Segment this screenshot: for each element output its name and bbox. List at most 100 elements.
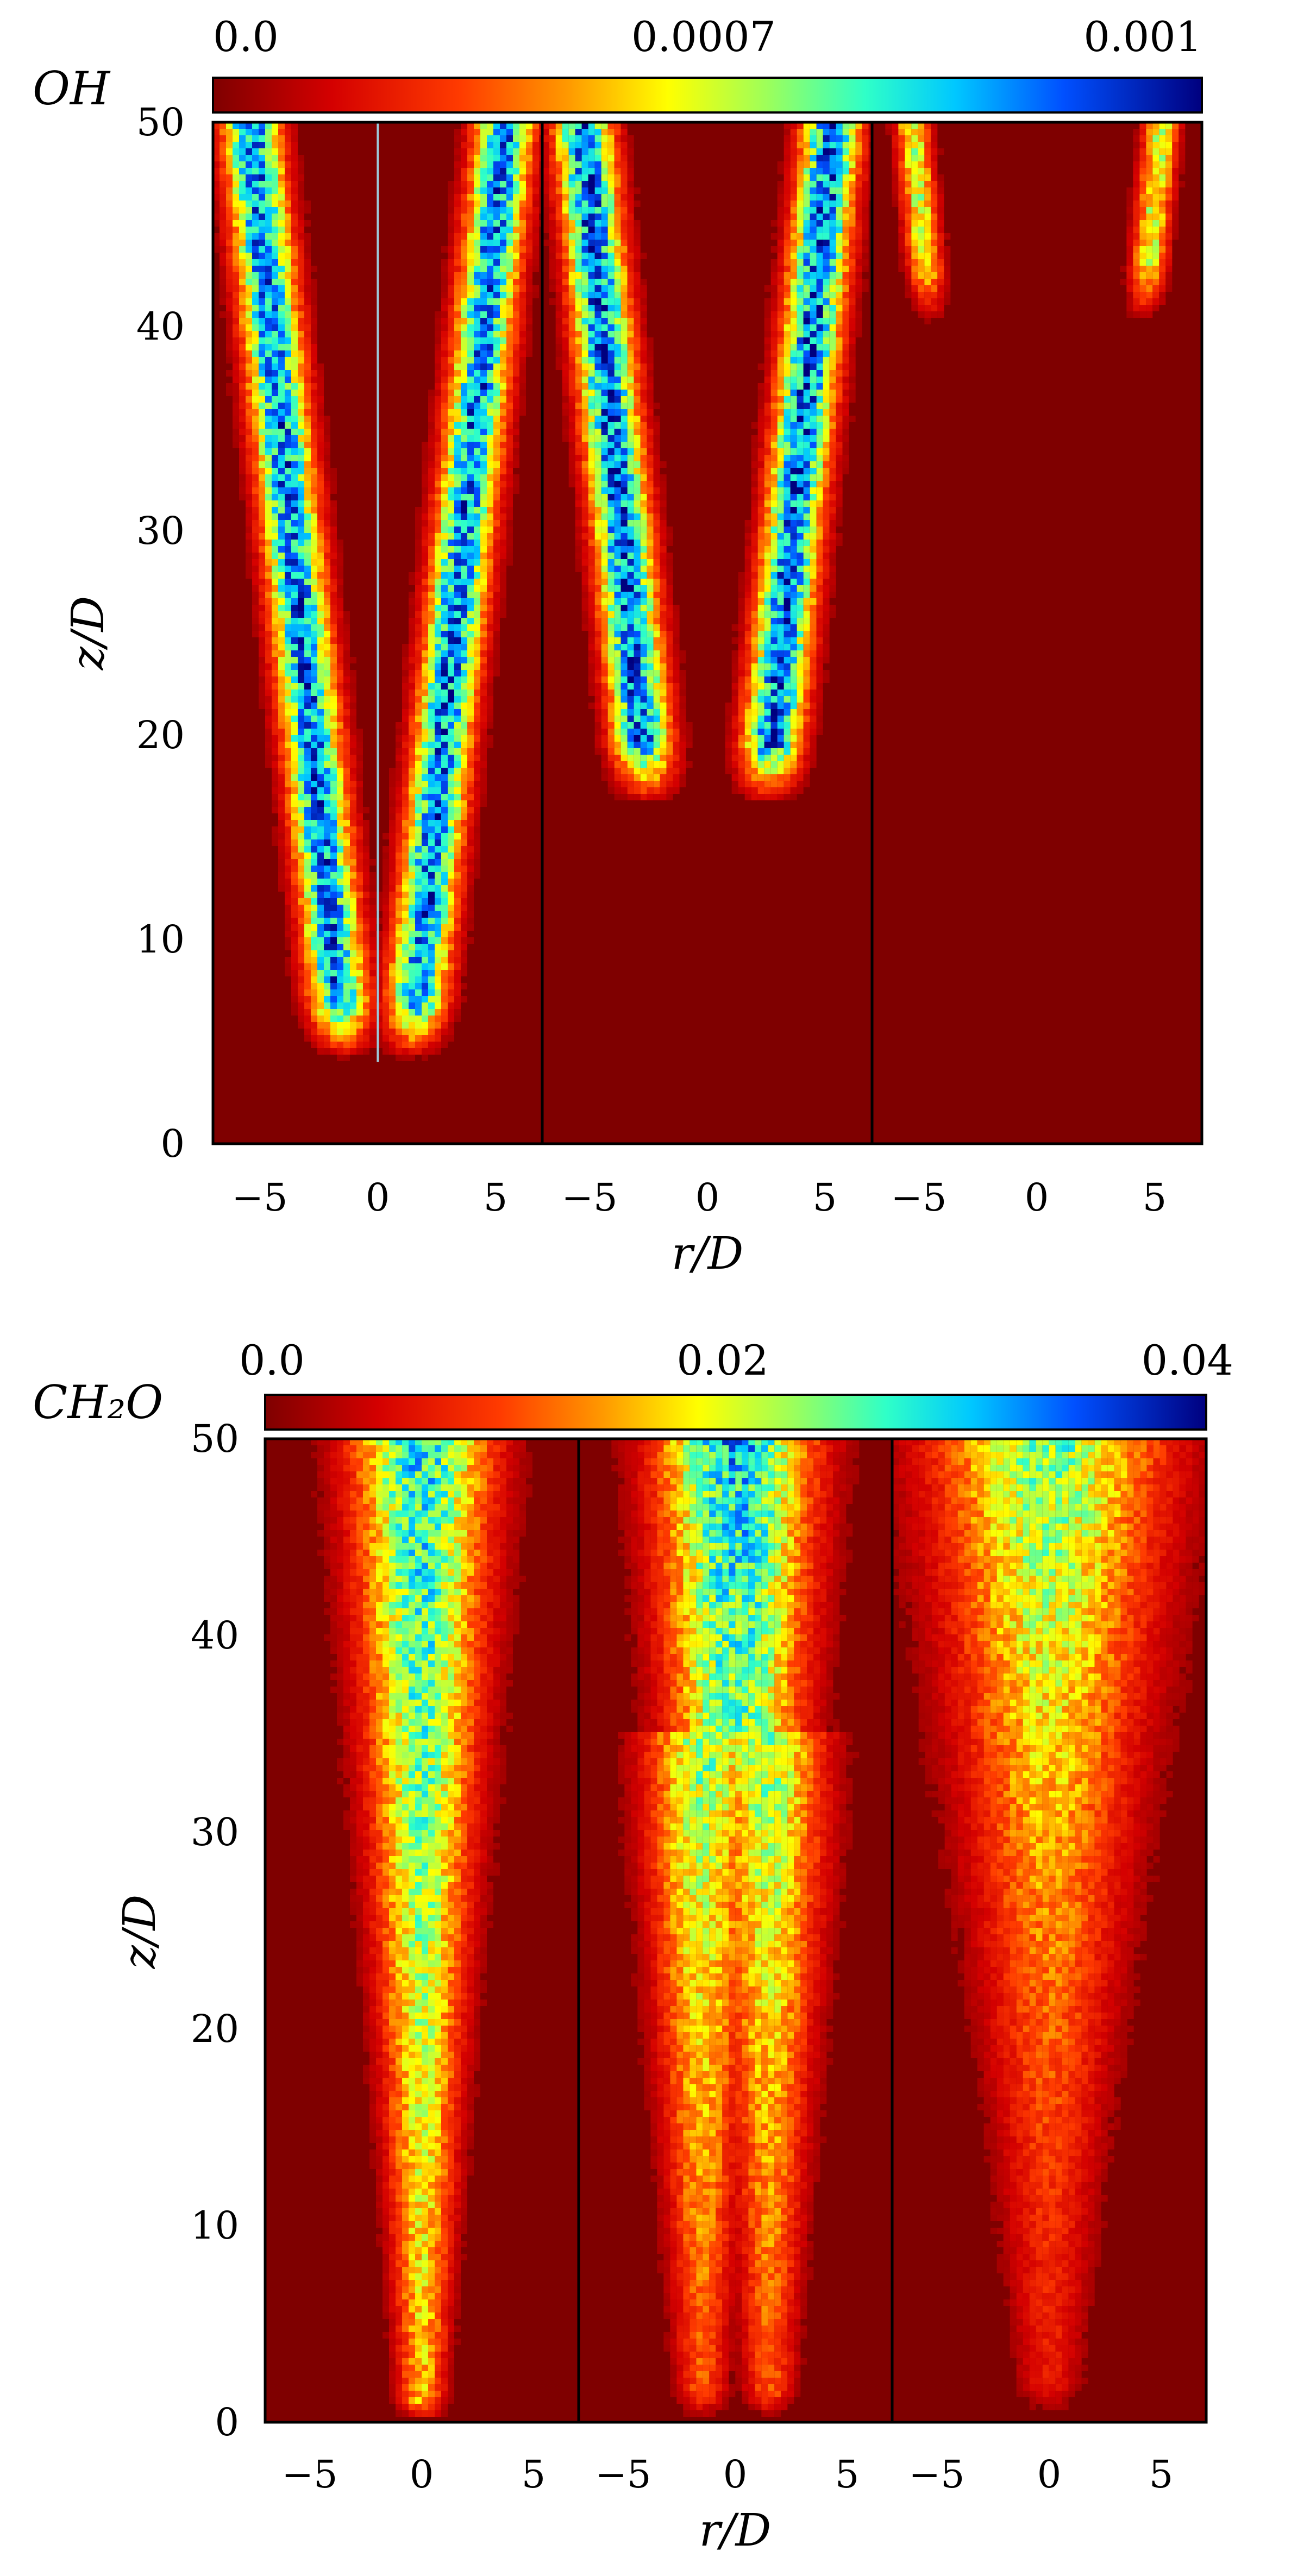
heatmap-cell	[304, 716, 311, 722]
heatmap-cell	[467, 285, 474, 292]
heatmap-cell	[467, 605, 474, 611]
heatmap-cell	[343, 807, 350, 813]
heatmap-cell	[278, 742, 285, 748]
heatmap-cell	[467, 233, 474, 240]
heatmap-cell	[448, 520, 454, 527]
heatmap-cell	[797, 148, 804, 155]
heatmap-cell	[272, 474, 278, 481]
heatmap-cell	[265, 644, 272, 650]
heatmap-cell	[790, 253, 797, 259]
heatmap-cell	[272, 390, 278, 396]
heatmap-cell	[474, 142, 480, 148]
heatmap-cell	[777, 181, 784, 187]
heatmap-cell	[298, 800, 304, 807]
heatmap-cell	[467, 768, 474, 774]
heatmap-cell	[356, 748, 363, 755]
heatmap-cell	[448, 513, 454, 520]
heatmap-cell	[298, 396, 304, 403]
heatmap-cell	[291, 820, 298, 826]
heatmap-cell	[363, 853, 369, 859]
heatmap-cell	[836, 240, 843, 246]
heatmap-cell	[448, 748, 454, 755]
heatmap-cell	[428, 918, 435, 924]
heatmap-cell	[409, 931, 415, 937]
heatmap-cell	[461, 716, 467, 722]
heatmap-cell	[252, 148, 259, 155]
heatmap-cell	[259, 344, 265, 350]
heatmap-cell	[428, 944, 435, 950]
heatmap-cell	[487, 337, 493, 344]
heatmap-cell	[278, 722, 285, 729]
heatmap-cell	[500, 148, 506, 155]
heatmap-cell	[500, 390, 506, 396]
heatmap-cell	[480, 527, 487, 533]
heatmap-cell	[363, 885, 369, 892]
heatmap-cell	[409, 879, 415, 885]
heatmap-cell	[823, 285, 830, 292]
heatmap-cell	[467, 540, 474, 546]
heatmap-cell	[532, 155, 539, 161]
heatmap-cell	[246, 344, 252, 350]
heatmap-cell	[324, 748, 330, 755]
heatmap-cell	[435, 846, 441, 853]
heatmap-cell	[448, 690, 454, 696]
heatmap-cell	[435, 735, 441, 742]
heatmap-cell	[259, 657, 265, 663]
heatmap-cell	[330, 833, 337, 839]
heatmap-cell	[797, 168, 804, 174]
heatmap-cell	[330, 918, 337, 924]
heatmap-cell	[816, 279, 823, 285]
heatmap-cell	[304, 676, 311, 683]
heatmap-cell	[454, 787, 461, 794]
heatmap-cell	[474, 566, 480, 572]
heatmap-cell	[272, 559, 278, 566]
heatmap-cell	[233, 435, 239, 442]
heatmap-cell	[461, 161, 467, 168]
heatmap-cell	[350, 866, 356, 872]
heatmap-cell	[317, 703, 324, 709]
heatmap-cell	[252, 187, 259, 194]
heatmap-cell	[428, 892, 435, 898]
heatmap-cell	[343, 1009, 350, 1016]
heatmap-cell	[337, 787, 343, 794]
heatmap-cell	[435, 396, 441, 403]
heatmap-cell	[298, 337, 304, 344]
heatmap-cell	[298, 983, 304, 989]
heatmap-cell	[298, 585, 304, 592]
heatmap-cell	[849, 187, 856, 194]
heatmap-cell	[265, 527, 272, 533]
heatmap-cell	[568, 142, 575, 148]
heatmap-cell	[467, 253, 474, 259]
heatmap-cell	[252, 135, 259, 142]
heatmap-cell	[278, 455, 285, 461]
heatmap-cell	[252, 442, 259, 448]
heatmap-cell	[539, 187, 543, 194]
heatmap-cell	[480, 566, 487, 572]
heatmap-cell	[291, 846, 298, 853]
heatmap-cell	[304, 429, 311, 435]
heatmap-cell	[474, 129, 480, 135]
heatmap-cell	[448, 377, 454, 383]
heatmap-cell	[493, 474, 500, 481]
heatmap-cell	[770, 246, 778, 253]
heatmap-cell	[493, 396, 500, 403]
heatmap-cell	[304, 859, 311, 866]
heatmap-cell	[265, 429, 272, 435]
heatmap-cell	[324, 950, 330, 957]
heatmap-cell	[810, 200, 817, 207]
heatmap-cell	[428, 957, 435, 963]
heatmap-cell	[480, 155, 487, 161]
heatmap-cell	[278, 409, 285, 416]
heatmap-cell	[810, 220, 817, 227]
heatmap-cell	[330, 1035, 337, 1042]
heatmap-cell	[337, 670, 343, 676]
heatmap-cell	[513, 383, 519, 390]
heatmap-cell	[513, 161, 519, 168]
heatmap-cell	[317, 774, 324, 781]
heatmap-cell	[402, 663, 409, 670]
heatmap-cell	[467, 357, 474, 363]
heatmap-cell	[441, 246, 448, 253]
heatmap-cell	[601, 135, 608, 142]
heatmap-cell	[252, 461, 259, 468]
heatmap-cell	[797, 161, 804, 168]
